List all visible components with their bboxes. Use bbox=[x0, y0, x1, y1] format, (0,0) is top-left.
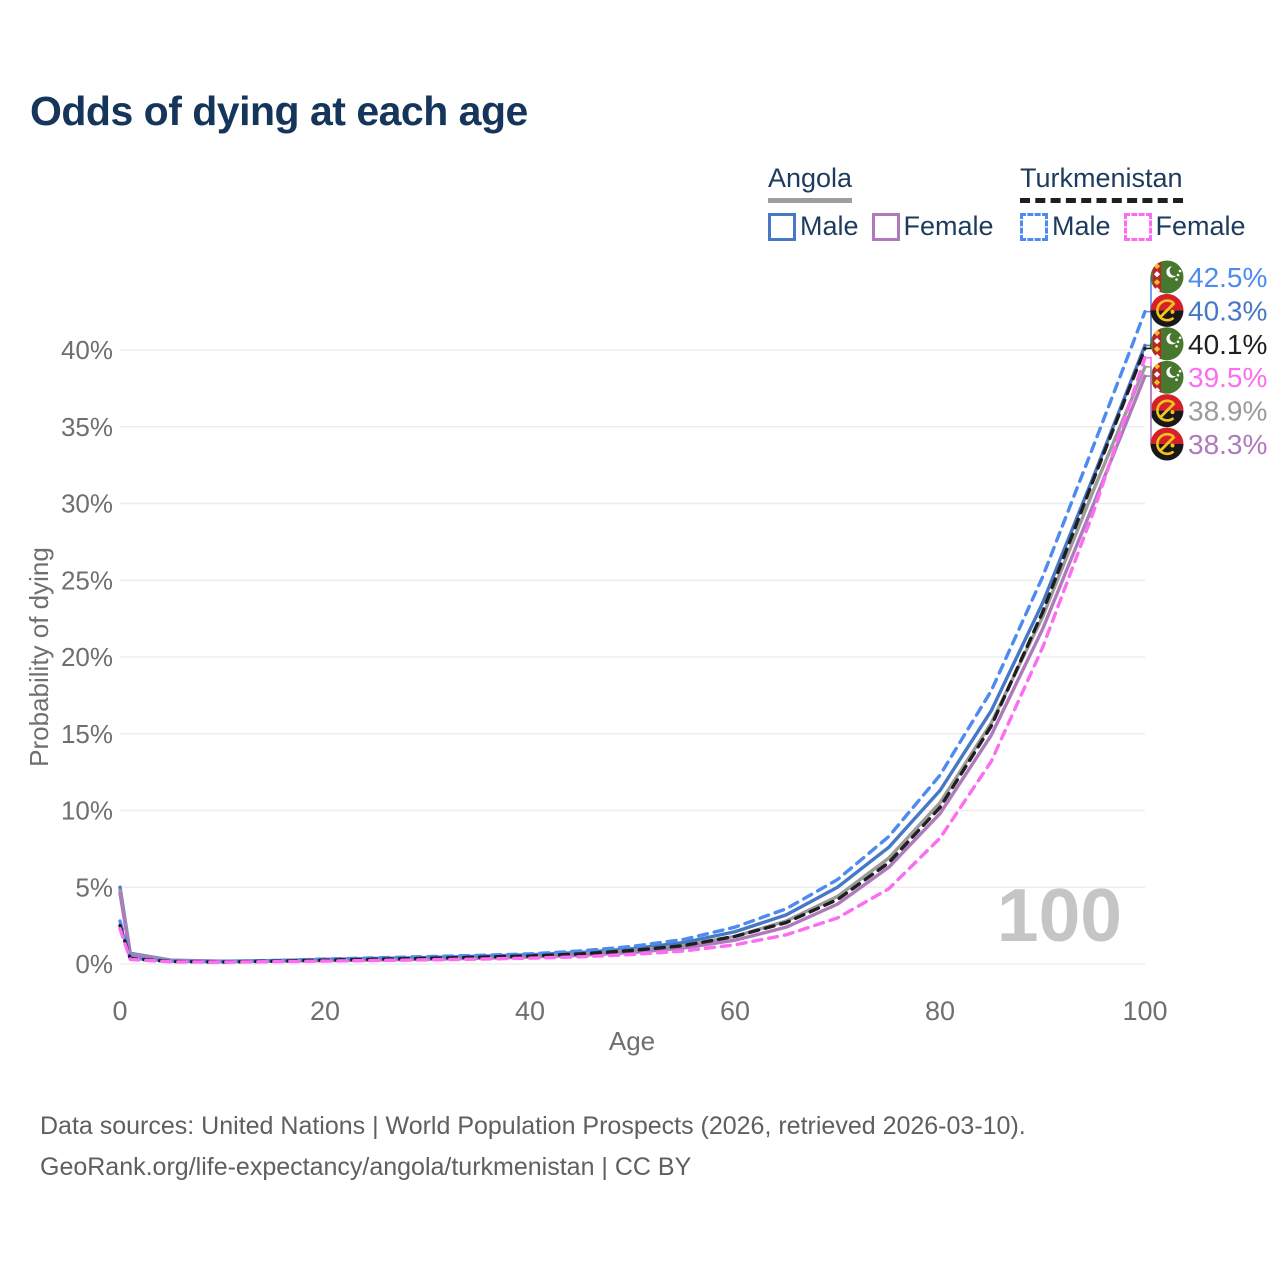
page-title: Odds of dying at each age bbox=[30, 88, 528, 134]
legend-item-angola-male[interactable]: Male bbox=[768, 211, 859, 242]
legend-item-angola-female[interactable]: Female bbox=[871, 211, 994, 242]
series-line-angola-female[interactable] bbox=[118, 374, 1147, 964]
y-tick-label: 25% bbox=[61, 565, 113, 595]
end-label-turkmenistan-both[interactable]: 40.1% bbox=[1150, 327, 1267, 361]
legend-item-label: Female bbox=[903, 211, 994, 241]
x-tick-label: 0 bbox=[112, 996, 127, 1026]
legend-group-angola: Angola Male Female bbox=[768, 163, 994, 242]
legend-country-turkmenistan[interactable]: Turkmenistan bbox=[1020, 163, 1183, 203]
legend-item-turkmenistan-female[interactable]: Female bbox=[1123, 211, 1246, 242]
footer-attribution: Data sources: United Nations | World Pop… bbox=[40, 1106, 1026, 1188]
end-label-angola-female[interactable]: 38.3% bbox=[1150, 427, 1267, 461]
age-watermark: 100 bbox=[997, 873, 1122, 957]
y-tick-label: 10% bbox=[61, 796, 113, 826]
legend-country-angola[interactable]: Angola bbox=[768, 163, 853, 203]
y-tick-label: 30% bbox=[61, 489, 113, 519]
angola-flag-icon bbox=[1150, 427, 1184, 461]
angola-female-swatch-icon bbox=[871, 212, 900, 241]
end-label-value: 42.5% bbox=[1188, 262, 1267, 293]
y-tick-label: 35% bbox=[61, 412, 113, 442]
y-tick-label: 15% bbox=[61, 719, 113, 749]
end-label-value: 40.3% bbox=[1188, 295, 1267, 326]
legend-items-angola: Male Female bbox=[768, 211, 994, 242]
label-layer: 42.5%40.3%40.1%39.5%38.9%38.3% bbox=[1145, 260, 1267, 461]
end-label-value: 38.9% bbox=[1188, 396, 1267, 427]
turkmenistan-flag-icon bbox=[1150, 260, 1184, 294]
turkmenistan-female-swatch-icon bbox=[1123, 212, 1152, 241]
end-label-angola-both[interactable]: 38.9% bbox=[1150, 394, 1267, 428]
series-line-turkmenistan-both[interactable] bbox=[118, 346, 1147, 964]
turkmenistan-flag-icon bbox=[1150, 360, 1184, 394]
legend-item-turkmenistan-male[interactable]: Male bbox=[1020, 211, 1111, 242]
x-tick-label: 20 bbox=[310, 996, 340, 1026]
series-layer bbox=[118, 309, 1147, 964]
y-tick-label: 40% bbox=[61, 335, 113, 365]
series-line-angola-both[interactable] bbox=[118, 365, 1147, 964]
angola-flag-icon bbox=[1150, 394, 1184, 428]
angola-male-swatch-icon bbox=[768, 212, 796, 241]
x-tick-label: 100 bbox=[1122, 996, 1167, 1026]
y-tick-label: 20% bbox=[61, 642, 113, 672]
y-axis-title: Probability of dying bbox=[24, 547, 54, 767]
end-label-value: 40.1% bbox=[1188, 329, 1267, 360]
chart-legend: Angola Male Female Turkmenistan Male bbox=[0, 163, 1280, 243]
legend-group-turkmenistan: Turkmenistan Male Female bbox=[1020, 163, 1246, 242]
legend-item-label: Male bbox=[1052, 211, 1111, 241]
legend-item-label: Female bbox=[1155, 211, 1246, 241]
end-label-angola-male[interactable]: 40.3% bbox=[1150, 293, 1267, 327]
x-tick-label: 80 bbox=[925, 996, 955, 1026]
x-tick-label: 40 bbox=[515, 996, 545, 1026]
turkmenistan-flag-icon bbox=[1150, 327, 1184, 361]
series-line-turkmenistan-female[interactable] bbox=[118, 355, 1147, 964]
end-label-turkmenistan-female[interactable]: 39.5% bbox=[1150, 360, 1267, 394]
x-tick-label: 60 bbox=[720, 996, 750, 1026]
legend-items-turkmenistan: Male Female bbox=[1020, 211, 1246, 242]
footer-url: GeoRank.org/life-expectancy/angola/turkm… bbox=[40, 1153, 692, 1181]
footer-data-sources: Data sources: United Nations | World Pop… bbox=[40, 1112, 1026, 1140]
y-tick-label: 0% bbox=[75, 949, 113, 979]
angola-flag-icon bbox=[1150, 293, 1184, 327]
y-tick-label: 5% bbox=[75, 872, 113, 902]
x-axis-title: Age bbox=[609, 1026, 655, 1056]
end-label-value: 38.3% bbox=[1188, 429, 1267, 460]
turkmenistan-male-swatch-icon bbox=[1020, 212, 1048, 241]
legend-item-label: Male bbox=[800, 211, 859, 241]
grid-layer: 0% 5% 10% 15% 20% 25% 30% 35% 40% 0 20 40 60 80 100 Age… bbox=[24, 335, 1168, 1056]
series-line-turkmenistan-male[interactable] bbox=[118, 309, 1147, 964]
series-line-angola-male[interactable] bbox=[118, 343, 1147, 963]
end-label-value: 39.5% bbox=[1188, 362, 1267, 393]
end-label-turkmenistan-male[interactable]: 42.5% bbox=[1150, 260, 1267, 294]
